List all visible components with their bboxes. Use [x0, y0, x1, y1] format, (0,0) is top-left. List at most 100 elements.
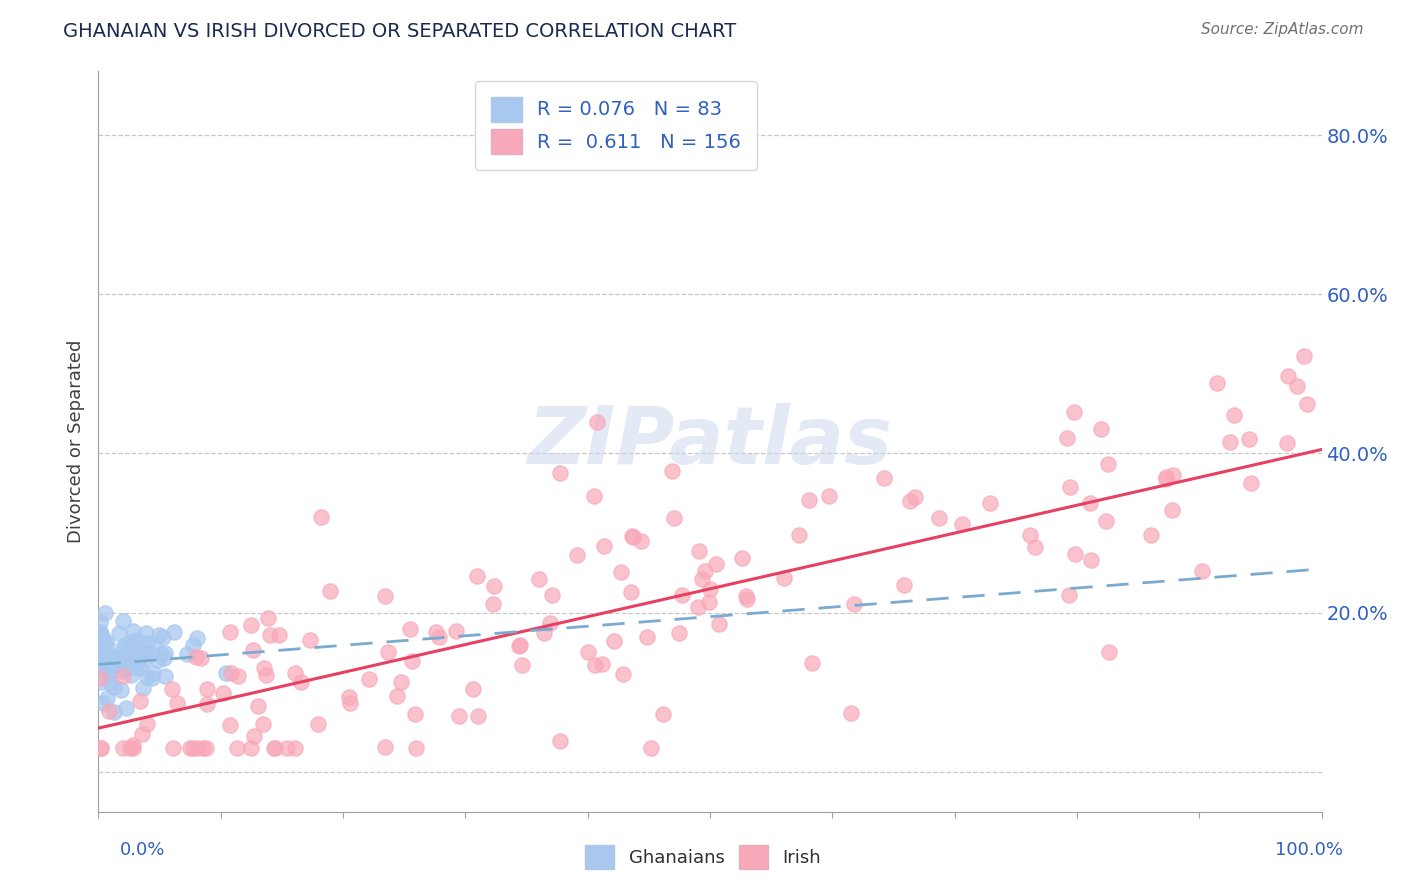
- Point: [226, 741, 249, 756]
- Point: [90, 741, 112, 756]
- Point: [1154, 472, 1177, 486]
- Point: [773, 571, 796, 585]
- Point: [89, 671, 111, 685]
- Point: [252, 717, 274, 731]
- Point: [1223, 408, 1246, 422]
- Point: [979, 496, 1001, 510]
- Point: [444, 624, 467, 639]
- Point: [240, 741, 263, 756]
- Point: [103, 705, 125, 719]
- Point: [114, 660, 136, 674]
- Point: [129, 693, 152, 707]
- Point: [668, 626, 690, 640]
- Point: [184, 649, 207, 664]
- Point: [1057, 588, 1080, 602]
- Point: [357, 672, 380, 686]
- Point: [800, 657, 823, 671]
- Point: [89, 625, 111, 640]
- Point: [1161, 467, 1184, 482]
- Point: [122, 739, 145, 753]
- Point: [96, 691, 118, 706]
- Point: [101, 649, 124, 664]
- Point: [699, 595, 721, 609]
- Point: [219, 665, 242, 680]
- Point: [98, 667, 121, 681]
- Point: [799, 492, 821, 507]
- Legend: R = 0.076   N = 83, R =  0.611   N = 156: R = 0.076 N = 83, R = 0.611 N = 156: [475, 81, 756, 170]
- Point: [1098, 645, 1121, 659]
- Point: [226, 669, 249, 683]
- Point: [527, 572, 550, 586]
- Point: [1277, 436, 1299, 450]
- Point: [166, 696, 188, 710]
- Text: 0.0%: 0.0%: [120, 840, 165, 858]
- Point: [253, 660, 276, 674]
- Point: [89, 640, 111, 654]
- Point: [186, 631, 208, 645]
- Point: [311, 510, 333, 524]
- Point: [132, 681, 155, 695]
- Point: [121, 624, 143, 638]
- Point: [155, 646, 177, 660]
- Point: [449, 708, 471, 723]
- Point: [1191, 564, 1213, 578]
- Point: [129, 661, 152, 675]
- Point: [124, 660, 146, 674]
- Point: [127, 656, 149, 670]
- Point: [509, 639, 531, 653]
- Point: [1160, 502, 1182, 516]
- Point: [898, 493, 921, 508]
- Point: [150, 648, 173, 662]
- Point: [391, 674, 413, 689]
- Point: [787, 527, 810, 541]
- Point: [630, 533, 652, 548]
- Point: [254, 668, 277, 682]
- Point: [398, 622, 420, 636]
- Point: [1154, 470, 1177, 484]
- Point: [339, 696, 361, 710]
- Point: [1063, 405, 1085, 419]
- Point: [160, 681, 183, 696]
- Point: [89, 638, 111, 652]
- Point: [401, 654, 423, 668]
- Point: [374, 740, 396, 755]
- Point: [105, 651, 128, 665]
- Point: [307, 717, 329, 731]
- Point: [194, 741, 217, 756]
- Y-axis label: Divorced or Separated: Divorced or Separated: [66, 340, 84, 543]
- Point: [89, 645, 111, 659]
- Point: [586, 415, 609, 429]
- Point: [239, 617, 262, 632]
- Point: [1240, 476, 1263, 491]
- Point: [695, 564, 717, 578]
- Point: [148, 628, 170, 642]
- Point: [904, 490, 927, 504]
- Point: [127, 633, 149, 648]
- Point: [1140, 528, 1163, 542]
- Point: [541, 589, 564, 603]
- Point: [127, 641, 149, 656]
- Point: [143, 637, 166, 651]
- Point: [135, 626, 157, 640]
- Point: [533, 626, 555, 640]
- Point: [97, 650, 120, 665]
- Point: [688, 544, 710, 558]
- Point: [427, 630, 450, 644]
- Point: [620, 585, 643, 599]
- Point: [699, 582, 721, 596]
- Point: [179, 741, 201, 756]
- Point: [508, 639, 530, 653]
- Point: [186, 741, 208, 756]
- Point: [90, 674, 112, 689]
- Point: [118, 648, 141, 663]
- Point: [181, 638, 204, 652]
- Point: [1090, 422, 1112, 436]
- Point: [91, 660, 114, 674]
- Point: [256, 611, 278, 625]
- Point: [218, 624, 240, 639]
- Point: [121, 741, 143, 756]
- Point: [1292, 349, 1315, 363]
- Point: [1205, 376, 1227, 390]
- Point: [120, 649, 142, 664]
- Point: [405, 741, 427, 756]
